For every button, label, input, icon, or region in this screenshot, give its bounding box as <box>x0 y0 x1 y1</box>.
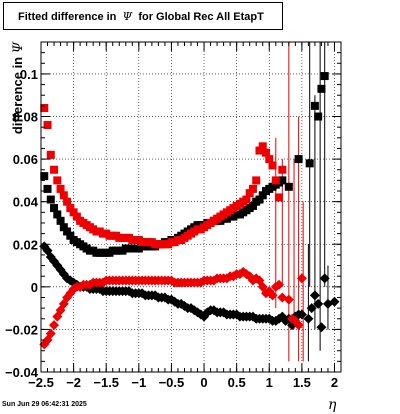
data-point-diamond <box>293 320 304 331</box>
data-point-square <box>262 148 270 157</box>
title-prefix: Fitted difference in <box>18 11 117 23</box>
data-markers <box>39 72 340 350</box>
data-point-square <box>305 159 314 168</box>
x-tick-label: 0.5 <box>228 375 246 390</box>
data-point-square <box>59 191 68 200</box>
data-point-square <box>310 101 319 110</box>
data-point-diamond <box>316 322 327 333</box>
data-point-square <box>278 165 287 174</box>
data-point-diamond <box>274 279 285 290</box>
x-tick-label: −2 <box>66 375 81 390</box>
chart-title: Fitted difference in Ψ for Global Rec Al… <box>3 2 283 30</box>
data-point-square <box>50 165 59 174</box>
data-point-square <box>53 176 62 185</box>
data-point-square <box>56 216 65 225</box>
data-point-square <box>69 208 78 217</box>
data-point-square <box>275 193 284 202</box>
axis-ticks <box>40 41 342 373</box>
data-point-square <box>255 195 264 204</box>
data-point-diamond <box>296 309 307 320</box>
data-point-square <box>53 210 62 219</box>
data-point-square <box>46 150 55 159</box>
y-tick-label: 0.08 <box>13 110 38 125</box>
y-tick-label: −0.02 <box>5 322 38 337</box>
y-tick-label: 0.1 <box>20 67 38 82</box>
data-point-square <box>317 84 326 93</box>
x-tick-label: −1 <box>131 375 146 390</box>
data-point-square <box>46 195 55 204</box>
data-point-square <box>294 155 303 164</box>
data-point-square <box>59 223 68 232</box>
data-point-square <box>284 182 293 191</box>
axis-tick-labels: −2.5 −2 −1.5 −1 −0.5 0 0.5 1 1.5 2 −0.04 −0.02 0 0.02… <box>5 67 338 390</box>
ylabel-psi-symbol: Ψ <box>11 41 26 54</box>
y-tick-label: 0 <box>31 280 38 295</box>
y-axis-label: difference in Ψ <box>10 18 26 158</box>
data-point-square <box>40 172 49 181</box>
data-point-square <box>278 176 287 185</box>
data-point-square <box>255 146 264 155</box>
data-point-square <box>252 176 261 185</box>
data-point-square <box>320 72 329 81</box>
y-tick-label: 0.02 <box>13 237 38 252</box>
data-point-square <box>43 184 52 193</box>
x-tick-label: 1.5 <box>293 375 311 390</box>
x-tick-label: 0 <box>200 375 207 390</box>
data-point-square <box>40 104 49 112</box>
x-tick-label: −1.5 <box>93 375 119 390</box>
grid-lines <box>41 42 341 372</box>
data-point-diamond <box>306 303 317 314</box>
data-point-square <box>66 204 75 213</box>
data-point-square <box>50 204 59 213</box>
data-point-square <box>56 184 65 193</box>
x-tick-label: −2.5 <box>28 375 54 390</box>
y-tick-label: 0.06 <box>13 152 38 167</box>
data-point-square <box>72 212 81 221</box>
data-point-diamond <box>267 290 278 301</box>
data-point-square <box>43 121 52 130</box>
data-point-square <box>271 176 280 185</box>
data-point-diamond <box>49 320 60 331</box>
x-tick-label: 1 <box>266 375 273 390</box>
data-point-diamond <box>303 313 314 324</box>
data-point-square <box>265 155 274 164</box>
data-point-diamond <box>45 328 56 339</box>
data-point-square <box>245 189 254 198</box>
data-point-diamond <box>319 273 330 284</box>
x-tick-label: −0.5 <box>159 375 185 390</box>
y-tick-label: −0.04 <box>5 365 39 380</box>
data-point-square <box>63 227 72 236</box>
x-tick-label: 2 <box>331 375 338 390</box>
data-point-square <box>248 184 257 193</box>
data-point-square <box>242 195 251 204</box>
data-point-diamond <box>313 298 324 309</box>
y-tick-label: 0.04 <box>13 195 39 210</box>
data-point-diamond <box>296 273 307 284</box>
data-point-square <box>248 201 257 210</box>
data-point-diamond <box>309 290 320 301</box>
timestamp: Sun Jun 29 06:42:31 2025 <box>2 401 87 408</box>
data-point-square <box>268 161 277 170</box>
title-suffix: for Global Rec All EtapT <box>138 11 264 23</box>
data-point-diamond <box>283 294 294 305</box>
title-psi-symbol: Ψ <box>122 10 133 23</box>
data-point-square <box>258 191 267 200</box>
data-point-square <box>258 142 267 151</box>
data-point-square <box>314 112 323 121</box>
data-point-square <box>63 197 72 206</box>
data-point-square <box>66 231 75 240</box>
x-axis-label: η <box>328 397 337 413</box>
data-point-diamond <box>329 296 340 307</box>
ylabel-text: difference in <box>10 56 25 135</box>
